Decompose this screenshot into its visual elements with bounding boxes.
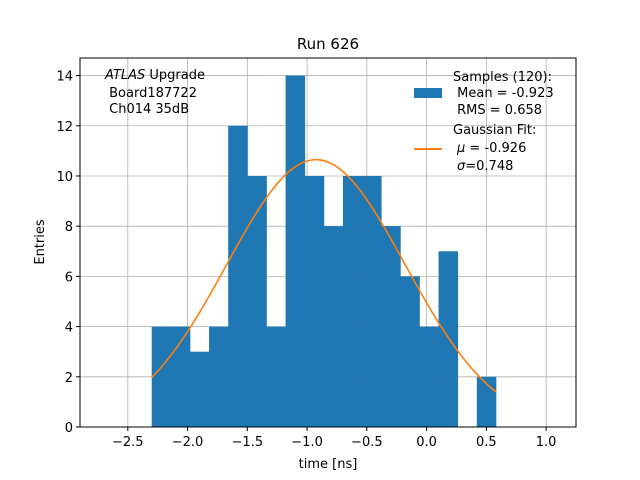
y-tick-label: 2 <box>65 371 73 386</box>
x-tick-label: −2.5 <box>112 435 144 450</box>
annotation-line-1: ATLAS Upgrade <box>104 68 205 83</box>
y-tick-label: 0 <box>65 421 73 436</box>
fit-layer <box>151 158 497 393</box>
sigma-value: =0.748 <box>465 159 513 174</box>
histogram-bar <box>266 326 286 427</box>
histogram-bar <box>228 125 248 427</box>
histogram-bar <box>304 175 325 427</box>
histogram-bar <box>362 175 382 427</box>
annotation-line-2: Board187722 <box>105 86 197 101</box>
plot-frame <box>79 57 577 428</box>
x-tick-label: −0.5 <box>351 435 383 450</box>
bars-layer <box>151 75 497 428</box>
histogram-bar <box>247 175 267 427</box>
y-axis-title: Entries <box>33 219 48 265</box>
legend-samples-swatch <box>414 88 442 98</box>
legend-fit-line-1: Gaussian Fit: <box>453 123 536 138</box>
legend-fit-mu: μ = -0.926 <box>456 141 526 156</box>
gaussian-fit-line <box>151 158 497 393</box>
x-tick-label: −1.0 <box>291 435 323 450</box>
legend-samples-line-2: Mean = -0.923 <box>453 86 554 101</box>
sigma-symbol: σ <box>457 159 466 174</box>
chart-title: Run 626 <box>297 35 359 53</box>
y-tick-label: 6 <box>65 270 73 285</box>
histogram-bar <box>381 226 401 427</box>
x-axis: −2.5 −2.0 −1.5 −1.0 −0.5 0.0 0.5 1.0 <box>112 427 556 450</box>
x-tick-label: 1.0 <box>536 435 557 450</box>
annotation-box: ATLAS Upgrade Board187722 Ch014 35dB <box>104 68 205 117</box>
y-tick-label: 14 <box>56 70 73 85</box>
x-tick-label: −2.0 <box>172 435 204 450</box>
histogram-bar <box>342 175 363 427</box>
x-axis-title: time [ns] <box>299 457 358 472</box>
histogram-bar <box>170 326 191 427</box>
legend-samples-line-3: RMS = 0.658 <box>453 103 542 118</box>
mu-symbol: μ <box>456 141 465 156</box>
histogram-bar <box>476 376 497 427</box>
histogram-bar <box>151 326 172 427</box>
x-tick-label: 0.5 <box>476 435 497 450</box>
annotation-line-3: Ch014 35dB <box>105 102 189 117</box>
atlas-label: ATLAS <box>104 68 145 83</box>
y-tick-label: 10 <box>56 170 73 185</box>
y-tick-label: 12 <box>56 120 73 135</box>
legend: Samples (120): Mean = -0.923 RMS = 0.658… <box>414 70 554 174</box>
histogram-bar <box>438 251 459 427</box>
legend-fit-sigma: σ=0.748 <box>457 159 513 174</box>
x-tick-label: −1.5 <box>232 435 264 450</box>
histogram-bar <box>419 326 439 427</box>
histogram-bar <box>189 351 210 427</box>
y-tick-label: 4 <box>65 321 73 336</box>
legend-samples-line-1: Samples (120): <box>453 70 552 85</box>
y-tick-label: 8 <box>65 220 73 235</box>
histogram-bar <box>323 226 344 427</box>
y-axis: 0 2 4 6 8 10 12 14 <box>56 70 80 436</box>
histogram-bar <box>209 326 229 427</box>
histogram-bar <box>285 75 306 428</box>
histogram-bar <box>400 276 420 427</box>
mu-value: = -0.926 <box>465 141 526 156</box>
x-tick-label: 0.0 <box>416 435 437 450</box>
upgrade-label: Upgrade <box>145 68 205 83</box>
